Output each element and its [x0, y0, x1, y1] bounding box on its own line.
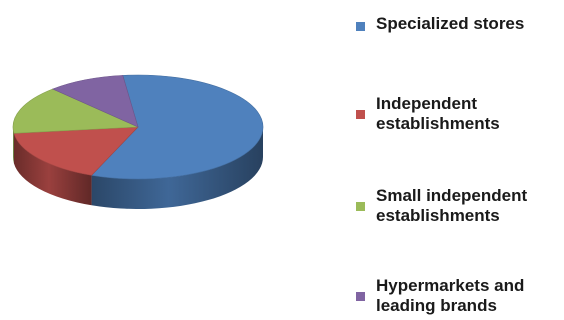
pie-side-small-independent-establishments — [13, 127, 14, 164]
legend-swatch-independent-establishments — [356, 110, 365, 119]
legend-swatch-specialized-stores — [356, 22, 365, 31]
legend-label-small-independent-establishments: Small independent establishments — [376, 186, 528, 225]
legend-swatch-small-independent-establishments — [356, 202, 365, 211]
legend-label-hypermarkets-and-leading-brands: Hypermarkets and leading brands — [376, 276, 525, 315]
legend-label-independent-establishments: Independent establishments — [376, 94, 500, 133]
pie-side-independent-establishments — [13, 133, 92, 206]
pie-slice-small-independent-establishments — [12, 88, 139, 134]
legend-label-specialized-stores: Specialized stores — [376, 14, 525, 33]
pie-side-specialized-stores — [91, 127, 264, 209]
pie-slice-independent-establishments — [13, 126, 139, 176]
legend-swatch-hypermarkets-and-leading-brands — [356, 292, 365, 301]
pie-slice-specialized-stores — [90, 74, 264, 180]
chart-legend: Specialized stores Independent establish… — [356, 0, 564, 320]
pie-slice-hypermarkets-and-leading-brands — [51, 75, 139, 128]
